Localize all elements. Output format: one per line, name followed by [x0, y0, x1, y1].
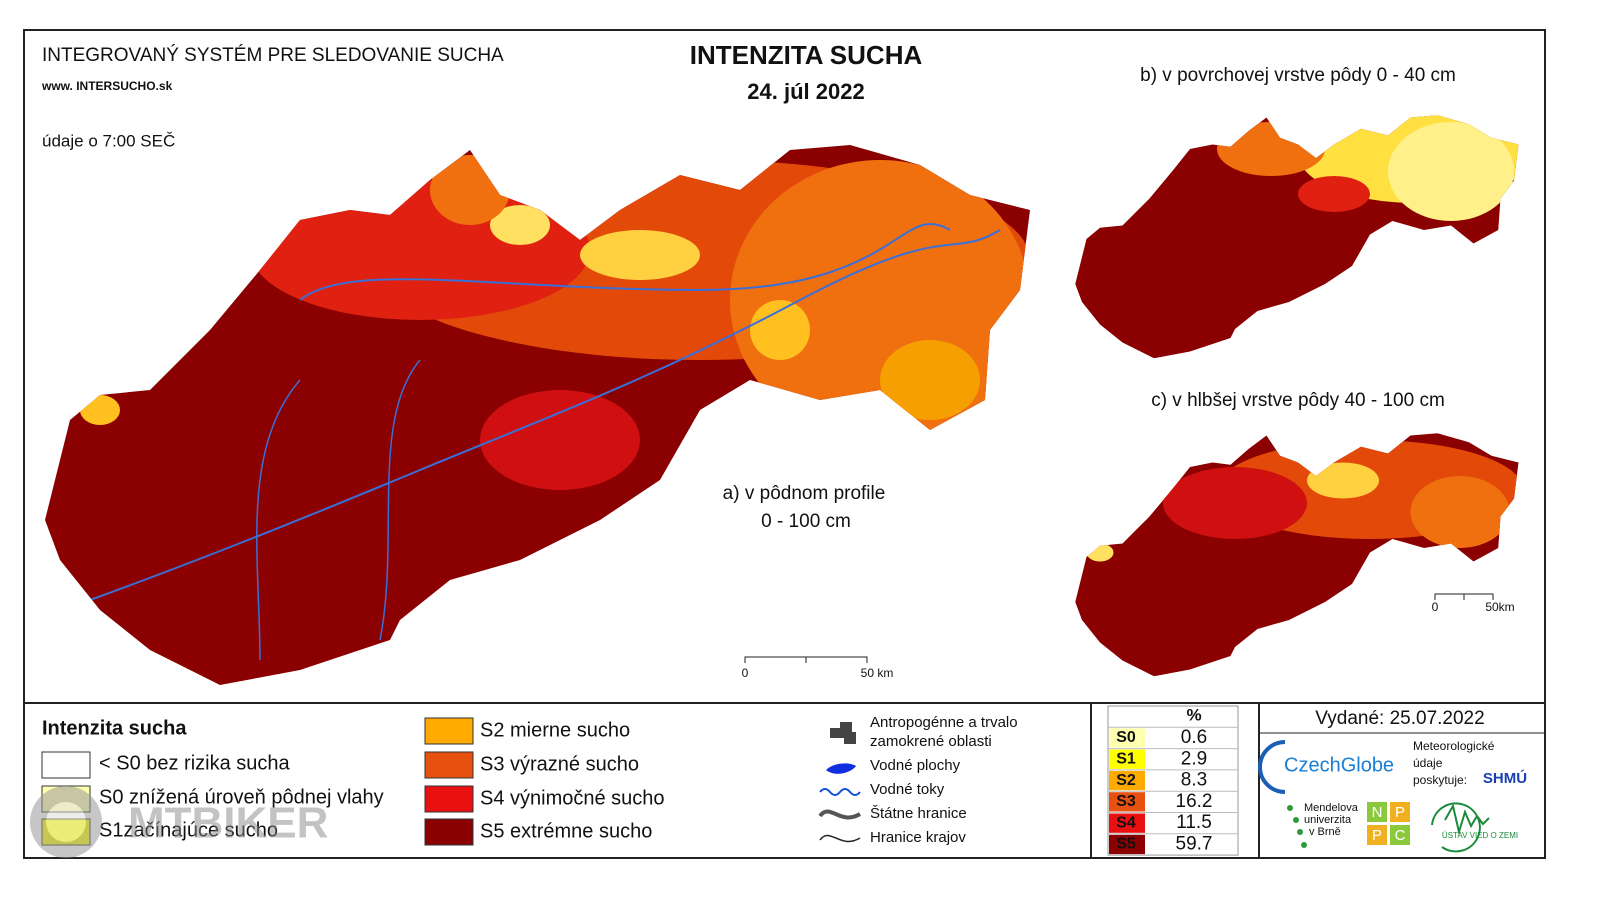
scale-bar — [744, 656, 868, 663]
legend-title: Intenzita sucha — [42, 717, 187, 739]
logo-letter: P — [1395, 804, 1405, 821]
logo-shmu: SHMÚ — [1483, 769, 1527, 787]
logo-text: univerzita — [1304, 814, 1352, 826]
legend-item: S2 mierne sucho — [480, 719, 630, 741]
table-code: S4 — [1116, 814, 1136, 831]
symbol-label: zamokrené oblasti — [870, 733, 992, 750]
table-value: 2.9 — [1181, 748, 1207, 769]
legend-item: S5 extrémne sucho — [480, 820, 652, 842]
logo-text: v Brně — [1309, 826, 1341, 838]
table-border — [1107, 705, 1239, 856]
logo-letter: N — [1372, 804, 1383, 821]
issued-date: Vydané: 25.07.2022 — [1315, 708, 1484, 729]
map-c-label: c) v hlbšej vrstve pôdy 40 - 100 cm — [1151, 390, 1445, 411]
logo-arc — [1258, 740, 1286, 794]
logo-letter: P — [1372, 827, 1382, 844]
watermark: MTBIKER — [128, 799, 328, 848]
logo-text: údaje — [1413, 756, 1443, 770]
table-swatch — [1109, 749, 1145, 769]
logo-text: Meteorologické — [1413, 739, 1495, 753]
table-value: 8.3 — [1181, 770, 1207, 791]
website: www. INTERSUCHO.sk — [41, 79, 173, 93]
map-a-label: a) v pôdnom profile — [723, 483, 886, 504]
symbol-label: Štátne hranice — [870, 805, 967, 822]
logo-uvz: ÚSTAV VIED O ZEMI — [1442, 831, 1518, 840]
table-code: S5 — [1116, 836, 1136, 853]
table-value: 16.2 — [1176, 791, 1213, 812]
scale-bar — [1434, 593, 1494, 600]
map-title: INTENZITA SUCHA — [690, 40, 923, 70]
table-code: S1 — [1116, 750, 1136, 767]
logo-letter: C — [1395, 827, 1406, 844]
legend-item: S4 výnimočné sucho — [480, 787, 665, 809]
table-value: 11.5 — [1176, 812, 1212, 833]
scale-label: 50km — [1485, 600, 1514, 614]
scale-label: 0 — [1432, 600, 1439, 614]
system-title: INTEGROVANÝ SYSTÉM PRE SLEDOVANIE SUCHA — [42, 45, 504, 66]
logo-mendel-dots — [1287, 805, 1307, 848]
map-date: 24. júl 2022 — [747, 79, 864, 104]
symbol-label: Hranice krajov — [870, 829, 966, 846]
scale-label: 0 — [742, 666, 749, 680]
table-header: % — [1186, 705, 1201, 724]
symbol-icons — [818, 722, 862, 843]
table-swatch — [1109, 834, 1145, 855]
table-code: S3 — [1116, 793, 1136, 810]
table-swatch — [1109, 770, 1145, 791]
table-code: S2 — [1116, 772, 1136, 789]
logo-czechglobe: CzechGlobe — [1284, 754, 1394, 776]
logo-text: poskytuje: — [1413, 773, 1467, 787]
symbol-label: Vodné plochy — [870, 757, 961, 774]
legend-item: < S0 bez rizika sucha — [99, 752, 291, 774]
legend-item: S1začínajúce sucho — [99, 819, 278, 841]
logo-text: Mendelova — [1304, 802, 1359, 814]
percent-table: % S0 0.6 S1 2.9 S2 8.3 S3 16.2 S4 11.5 S5 59.7 — [1107, 705, 1239, 856]
map-b-label: b) v povrchovej vrstve pôdy 0 - 40 cm — [1140, 65, 1456, 86]
scale-label: 50 km — [861, 666, 894, 680]
table-value: 0.6 — [1181, 727, 1207, 748]
table-value: 59.7 — [1176, 833, 1213, 854]
logo-uvz-mark — [1431, 802, 1490, 853]
table-code: S0 — [1116, 729, 1136, 746]
table-swatch — [1109, 813, 1145, 833]
table-swatch — [1109, 728, 1145, 748]
data-time: údaje o 7:00 SEČ — [42, 131, 175, 150]
legend-item: S3 výrazné sucho — [480, 753, 639, 775]
table-swatch — [1109, 792, 1145, 812]
map-a-depth: 0 - 100 cm — [761, 511, 851, 532]
logo-nppc — [1367, 802, 1410, 845]
symbol-label: Vodné toky — [870, 781, 945, 798]
symbol-label: Antropogénne a trvalo — [870, 714, 1018, 731]
legend-item: S0 znížená úroveň pôdnej vlahy — [99, 786, 384, 808]
watermark-icon — [30, 786, 102, 858]
